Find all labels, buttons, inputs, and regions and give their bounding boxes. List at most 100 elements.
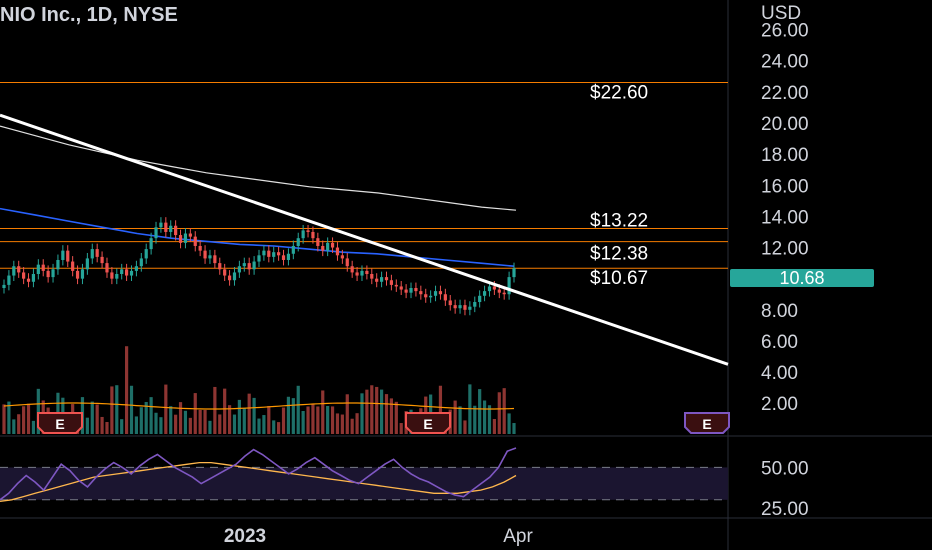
volume-bar xyxy=(17,414,21,434)
currency-label: USD xyxy=(761,3,802,24)
volume-bar xyxy=(281,407,286,434)
candle-body xyxy=(139,258,143,267)
volume-bar xyxy=(478,389,482,434)
candle-body xyxy=(414,288,418,292)
candle-body xyxy=(85,258,89,270)
candle-body xyxy=(242,263,246,267)
price-axis[interactable]: 2.004.006.008.0010.0012.0014.0016.0018.0… xyxy=(761,21,809,520)
candle-body xyxy=(149,238,153,250)
horizontal-levels: $22.60 $13.22 $12.38 $10.67 xyxy=(0,82,728,289)
rsi-tick-label: 50.00 xyxy=(761,458,809,479)
time-axis[interactable]: 2023 Apr xyxy=(224,526,534,547)
volume-bar xyxy=(213,386,217,434)
rsi-pane xyxy=(0,447,728,503)
candle-body xyxy=(178,235,183,243)
volume-bar xyxy=(105,421,109,434)
ma-white-line xyxy=(0,125,517,211)
price-tick-label: 12.00 xyxy=(761,239,809,260)
candle-body xyxy=(281,255,286,260)
candle-body xyxy=(7,275,11,285)
candle-body xyxy=(183,233,188,243)
volume-bar xyxy=(164,384,168,434)
volume-bar xyxy=(330,406,335,434)
candle-body xyxy=(306,230,310,232)
earnings-marker[interactable]: E xyxy=(405,412,451,434)
volume-bar xyxy=(296,385,300,434)
volume-bar xyxy=(379,389,384,434)
candle-body xyxy=(379,277,384,282)
earnings-marker[interactable]: E xyxy=(684,412,730,434)
level-label: $22.60 xyxy=(590,83,648,104)
volume-bar xyxy=(95,404,99,434)
candle-body xyxy=(31,273,36,282)
volume-bar xyxy=(252,397,256,434)
candle-body xyxy=(12,266,16,276)
volume-bar xyxy=(365,389,369,434)
volume-bar xyxy=(22,406,26,434)
time-tick-label: 2023 xyxy=(224,526,266,547)
candle-body xyxy=(473,302,477,307)
volume-bar xyxy=(139,407,143,434)
earnings-label: E xyxy=(702,416,711,432)
candle-body xyxy=(448,300,452,306)
candle-body xyxy=(291,245,295,254)
trendline xyxy=(0,113,729,366)
volume-bar xyxy=(306,406,310,434)
candle-body xyxy=(301,230,305,239)
candle-body xyxy=(51,269,55,278)
volume-bar xyxy=(399,423,403,434)
candle-body xyxy=(208,255,212,259)
candle-body xyxy=(409,288,413,293)
candle-body xyxy=(80,269,85,279)
volume-bar xyxy=(389,398,394,434)
volume-bar xyxy=(502,388,506,434)
price-tick-label: 6.00 xyxy=(761,332,798,353)
volume-bar xyxy=(26,403,31,434)
candle-body xyxy=(262,250,266,256)
volume-bar xyxy=(272,420,276,434)
rsi-ma-line xyxy=(0,461,517,503)
candle-body xyxy=(438,291,443,295)
candle-body xyxy=(105,263,109,273)
volume-bar xyxy=(316,406,320,434)
volume-bar xyxy=(453,400,457,434)
volume-bar xyxy=(492,418,496,434)
price-tick-label: 26.00 xyxy=(761,21,809,42)
trendline[interactable] xyxy=(0,113,729,366)
candle-body xyxy=(482,291,487,296)
volume-bar xyxy=(286,396,291,434)
volume-bar xyxy=(100,416,104,434)
candle-body xyxy=(453,305,457,309)
price-tick-label: 4.00 xyxy=(761,363,798,384)
volume-bar xyxy=(326,405,330,434)
volume-bar xyxy=(345,394,349,434)
candle-body xyxy=(267,250,271,257)
time-tick-label: Apr xyxy=(503,526,533,547)
volume-bar xyxy=(154,412,158,434)
chart-title: NIO Inc., 1D, NYSE xyxy=(0,4,178,26)
earnings-badge xyxy=(684,412,730,434)
volume-bar xyxy=(360,393,364,434)
volume-bar xyxy=(218,414,222,434)
volume-bar xyxy=(159,417,163,434)
candle-body xyxy=(350,266,354,273)
candle-body xyxy=(375,278,379,282)
candle-body xyxy=(335,247,340,256)
volume-ma-line xyxy=(3,402,515,410)
volume-bar xyxy=(193,393,197,434)
candle-body xyxy=(360,270,364,276)
volume-bar xyxy=(178,402,183,434)
candle-body xyxy=(326,242,330,251)
candle-body xyxy=(345,258,349,267)
volume-bar xyxy=(267,405,271,434)
earnings-marker[interactable]: E xyxy=(37,412,83,434)
volume-bar xyxy=(203,409,207,434)
candle-body xyxy=(223,269,227,276)
candle-body xyxy=(26,278,31,282)
price-tick-label: 24.00 xyxy=(761,52,809,73)
volume-bar xyxy=(36,388,40,434)
candle-body xyxy=(144,249,148,259)
candle-body xyxy=(100,256,104,264)
ma-blue-line xyxy=(0,207,515,267)
